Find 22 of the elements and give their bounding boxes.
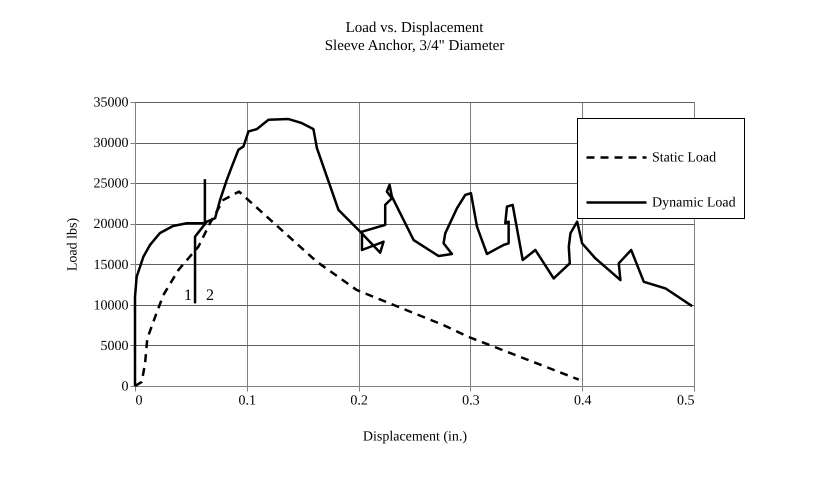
legend-label: Dynamic Load bbox=[652, 196, 736, 210]
y-tick-label: 35000 bbox=[94, 96, 128, 110]
y-tick-label: 30000 bbox=[94, 136, 128, 152]
x-axis-title: Displacement (in.) bbox=[362, 430, 468, 444]
y-tick-label: 15000 bbox=[94, 258, 128, 273]
y-tick-label: 0 bbox=[122, 380, 128, 394]
legend-label: Static Load bbox=[652, 150, 716, 166]
chart-title: Load vs. Displacement bbox=[346, 20, 484, 36]
x-tick-label: 0.2 bbox=[350, 394, 368, 408]
x-tick-label: 0.3 bbox=[462, 394, 480, 408]
y-axis-title: Load lbs) bbox=[66, 218, 80, 272]
annotation: 2 bbox=[206, 287, 214, 304]
x-tick-label: 0.4 bbox=[574, 394, 592, 408]
y-tick-label: 20000 bbox=[94, 217, 128, 232]
annotation: 1 bbox=[184, 287, 192, 304]
x-tick-label: 0.1 bbox=[238, 394, 256, 408]
y-tick-label: 25000 bbox=[94, 176, 128, 192]
x-tick-label: 0 bbox=[136, 394, 142, 408]
y-tick-label: 5000 bbox=[100, 338, 128, 354]
x-tick-label: 0.5 bbox=[677, 394, 694, 408]
y-tick-label: 10000 bbox=[94, 298, 128, 314]
chart-subtitle: Sleeve Anchor, 3/4" Diameter bbox=[324, 38, 504, 54]
